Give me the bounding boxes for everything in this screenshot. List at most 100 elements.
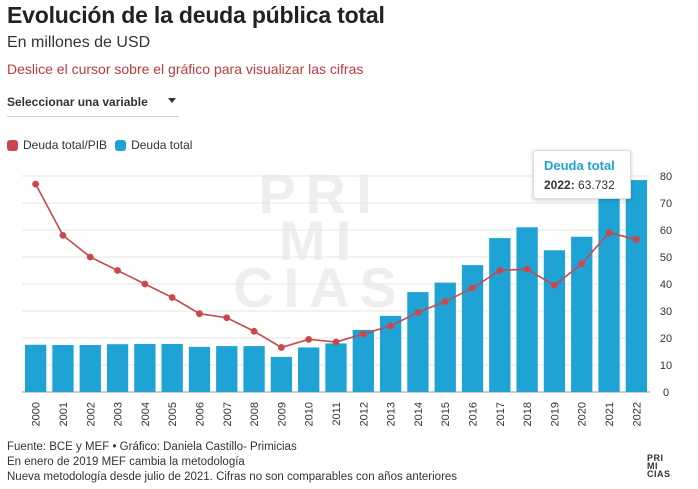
x-tick-label: 2009 xyxy=(276,402,288,426)
line-point[interactable] xyxy=(387,322,395,330)
line-point[interactable] xyxy=(59,232,67,239)
bar[interactable] xyxy=(298,347,320,392)
bar[interactable] xyxy=(352,329,374,392)
line-point[interactable] xyxy=(414,308,422,316)
line-point[interactable] xyxy=(168,294,176,301)
tooltip-title: Deuda total xyxy=(544,158,615,173)
bar[interactable] xyxy=(407,292,429,392)
bar[interactable] xyxy=(489,238,511,392)
line-point[interactable] xyxy=(523,265,531,273)
chevron-down-icon xyxy=(168,98,176,103)
watermark-line-2: MI xyxy=(279,209,361,272)
line-point[interactable] xyxy=(196,310,203,318)
bar[interactable] xyxy=(270,356,293,392)
y-tick-label: 20 xyxy=(660,333,672,345)
bar[interactable] xyxy=(134,343,156,392)
tooltip: Deuda total 2022: 63.732 xyxy=(533,150,631,199)
footer-note-2: Nueva metodología desde julio de 2021. C… xyxy=(7,471,458,483)
watermark-line-1: PRI xyxy=(258,162,381,225)
line-point[interactable] xyxy=(86,253,94,261)
footer-source: Fuente: BCE y MEF • Gráfico: Daniela Cas… xyxy=(7,441,297,453)
bar[interactable] xyxy=(216,346,238,392)
x-tick-label: 2018 xyxy=(522,402,534,426)
bar[interactable] xyxy=(379,315,402,392)
legend: Deuda total/PIB Deuda total xyxy=(7,138,200,152)
x-tick-label: 2006 xyxy=(194,402,206,426)
bar-series xyxy=(25,180,647,392)
line-point[interactable] xyxy=(578,260,586,268)
legend-label-total: Deuda total xyxy=(131,138,193,152)
x-axis: 2000 2001 2002 2003 2004 2005 2006 2007 2008 2009… xyxy=(31,402,644,426)
hover-hint: Deslice el cursor sobre el gráfico para … xyxy=(7,61,364,77)
logo-line-3: CIAS xyxy=(647,469,671,479)
watermark-line-3: CIAS xyxy=(233,256,407,319)
tooltip-body: 2022: 63.732 xyxy=(544,178,615,192)
chart-title: Evolución de la deuda pública total xyxy=(7,2,385,28)
bar[interactable] xyxy=(79,345,101,392)
x-tick-label: 2004 xyxy=(140,402,152,426)
legend-item-ratio[interactable]: Deuda total/PIB xyxy=(7,138,107,152)
line-point[interactable] xyxy=(277,344,285,351)
logo-line-1: PRI xyxy=(647,453,664,463)
bar[interactable] xyxy=(188,346,211,392)
line-series xyxy=(32,180,640,351)
x-tick-label: 2010 xyxy=(304,402,316,426)
legend-swatch-bar xyxy=(115,139,127,151)
line-point[interactable] xyxy=(359,330,367,338)
line-point[interactable] xyxy=(114,267,121,274)
bar[interactable] xyxy=(571,236,593,392)
x-tick-label: 2007 xyxy=(222,402,234,426)
line-point[interactable] xyxy=(441,298,449,305)
legend-label-ratio: Deuda total/PIB xyxy=(23,138,108,152)
bar[interactable] xyxy=(161,343,183,392)
bar[interactable] xyxy=(243,346,265,392)
x-tick-label: 2015 xyxy=(440,402,452,426)
x-tick-label: 2016 xyxy=(468,402,480,426)
line-point[interactable] xyxy=(496,267,504,274)
x-tick-label: 2020 xyxy=(577,402,589,426)
x-tick-label: 2012 xyxy=(358,402,370,426)
footer: Fuente: BCE y MEF • Gráfico: Daniela Cas… xyxy=(7,440,457,485)
variable-select[interactable]: Seleccionar una variable xyxy=(7,92,179,117)
watermark: PRI MI CIAS xyxy=(233,162,407,319)
line-point[interactable] xyxy=(332,338,340,346)
bar[interactable] xyxy=(598,197,620,392)
line-point[interactable] xyxy=(250,327,258,335)
line-point[interactable] xyxy=(141,280,149,288)
bar[interactable] xyxy=(106,344,129,392)
x-tick-label: 2013 xyxy=(386,402,398,426)
x-tick-label: 2014 xyxy=(413,402,425,426)
y-tick-label: 80 xyxy=(660,171,672,183)
line-point[interactable] xyxy=(32,180,40,188)
bar[interactable] xyxy=(52,345,74,392)
x-tick-label: 2021 xyxy=(604,402,616,426)
line-point[interactable] xyxy=(305,335,313,343)
y-tick-label: 50 xyxy=(660,252,672,264)
x-tick-label: 2017 xyxy=(495,402,507,426)
x-tick-label: 2022 xyxy=(631,402,643,426)
variable-select-label: Seleccionar una variable xyxy=(7,95,148,109)
bar[interactable] xyxy=(434,282,456,392)
bar[interactable] xyxy=(461,265,484,392)
x-tick-label: 2008 xyxy=(249,402,261,426)
line-point[interactable] xyxy=(605,229,613,237)
y-tick-label: 10 xyxy=(660,360,672,372)
legend-item-total[interactable]: Deuda total xyxy=(115,138,192,152)
x-tick-label: 2005 xyxy=(167,402,179,426)
line-point[interactable] xyxy=(632,236,640,243)
x-tick-label: 2000 xyxy=(31,402,43,426)
y-tick-label: 60 xyxy=(660,225,672,237)
y-axis: 0 10 20 30 40 50 60 70 80 xyxy=(660,171,672,399)
bar[interactable] xyxy=(25,344,47,392)
footer-note-1: En enero de 2019 MEF cambia la metodolog… xyxy=(7,456,245,468)
bar[interactable] xyxy=(325,343,347,392)
line-point[interactable] xyxy=(551,281,558,289)
bar[interactable] xyxy=(625,180,647,392)
line-point[interactable] xyxy=(469,284,476,292)
x-tick-label: 2002 xyxy=(85,402,97,426)
line-point[interactable] xyxy=(223,314,231,322)
bar[interactable] xyxy=(516,227,538,392)
bar[interactable] xyxy=(543,250,566,392)
x-tick-label: 2001 xyxy=(58,402,70,426)
